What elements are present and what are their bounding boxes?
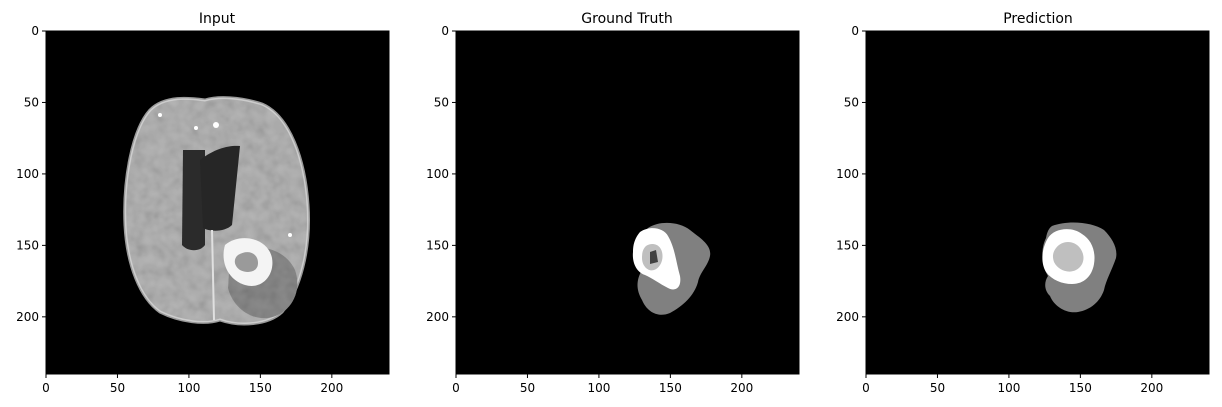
panel-title: Input [199, 11, 236, 27]
axis-ticks: 0 50 100 150 200 0 50 100 150 200 0 50 100 150 200 0 50 1… [16, 24, 1163, 395]
x-tick-label: 100 [587, 381, 610, 395]
y-tick-label: 0 [851, 24, 859, 38]
x-tick-label: 50 [110, 381, 125, 395]
panel-prediction: Prediction [865, 11, 1210, 375]
panel-ground-truth: Ground Truth [455, 11, 800, 375]
x-tick-label: 150 [1069, 381, 1092, 395]
core-region [1052, 242, 1084, 272]
mri-image [46, 31, 389, 374]
y-tick-label: 50 [844, 95, 859, 109]
panel-title: Ground Truth [581, 11, 672, 27]
x-tick-label: 0 [862, 381, 870, 395]
y-tick-label: 200 [836, 310, 859, 324]
axes-frame [865, 30, 1210, 375]
panel-title: Prediction [1003, 11, 1073, 27]
y-tick-label: 150 [836, 238, 859, 252]
y-tick-label: 0 [441, 24, 449, 38]
y-tick-label: 50 [24, 95, 39, 109]
x-tick-label: 50 [520, 381, 535, 395]
y-tick-label: 200 [16, 310, 39, 324]
y-tick-label: 100 [836, 167, 859, 181]
ground-truth-mask [456, 31, 799, 374]
x-tick-label: 150 [249, 381, 272, 395]
x-tick-label: 100 [177, 381, 200, 395]
x-tick-label: 0 [452, 381, 460, 395]
y-tick-label: 0 [31, 24, 39, 38]
panel-input: Input [45, 11, 390, 375]
y-tick-label: 200 [426, 310, 449, 324]
x-tick-label: 200 [1140, 381, 1163, 395]
x-tick-label: 50 [930, 381, 945, 395]
x-tick-label: 200 [320, 381, 343, 395]
y-tick-label: 50 [434, 95, 449, 109]
prediction-mask [866, 31, 1209, 374]
y-tick-label: 100 [16, 167, 39, 181]
x-tick-label: 200 [730, 381, 753, 395]
x-tick-label: 100 [997, 381, 1020, 395]
x-tick-label: 150 [659, 381, 682, 395]
y-tick-label: 150 [426, 238, 449, 252]
y-tick-label: 100 [426, 167, 449, 181]
axes-frame [455, 30, 800, 375]
x-tick-label: 0 [42, 381, 50, 395]
axes-frame [45, 30, 390, 375]
y-tick-label: 150 [16, 238, 39, 252]
ventricle [182, 150, 205, 251]
